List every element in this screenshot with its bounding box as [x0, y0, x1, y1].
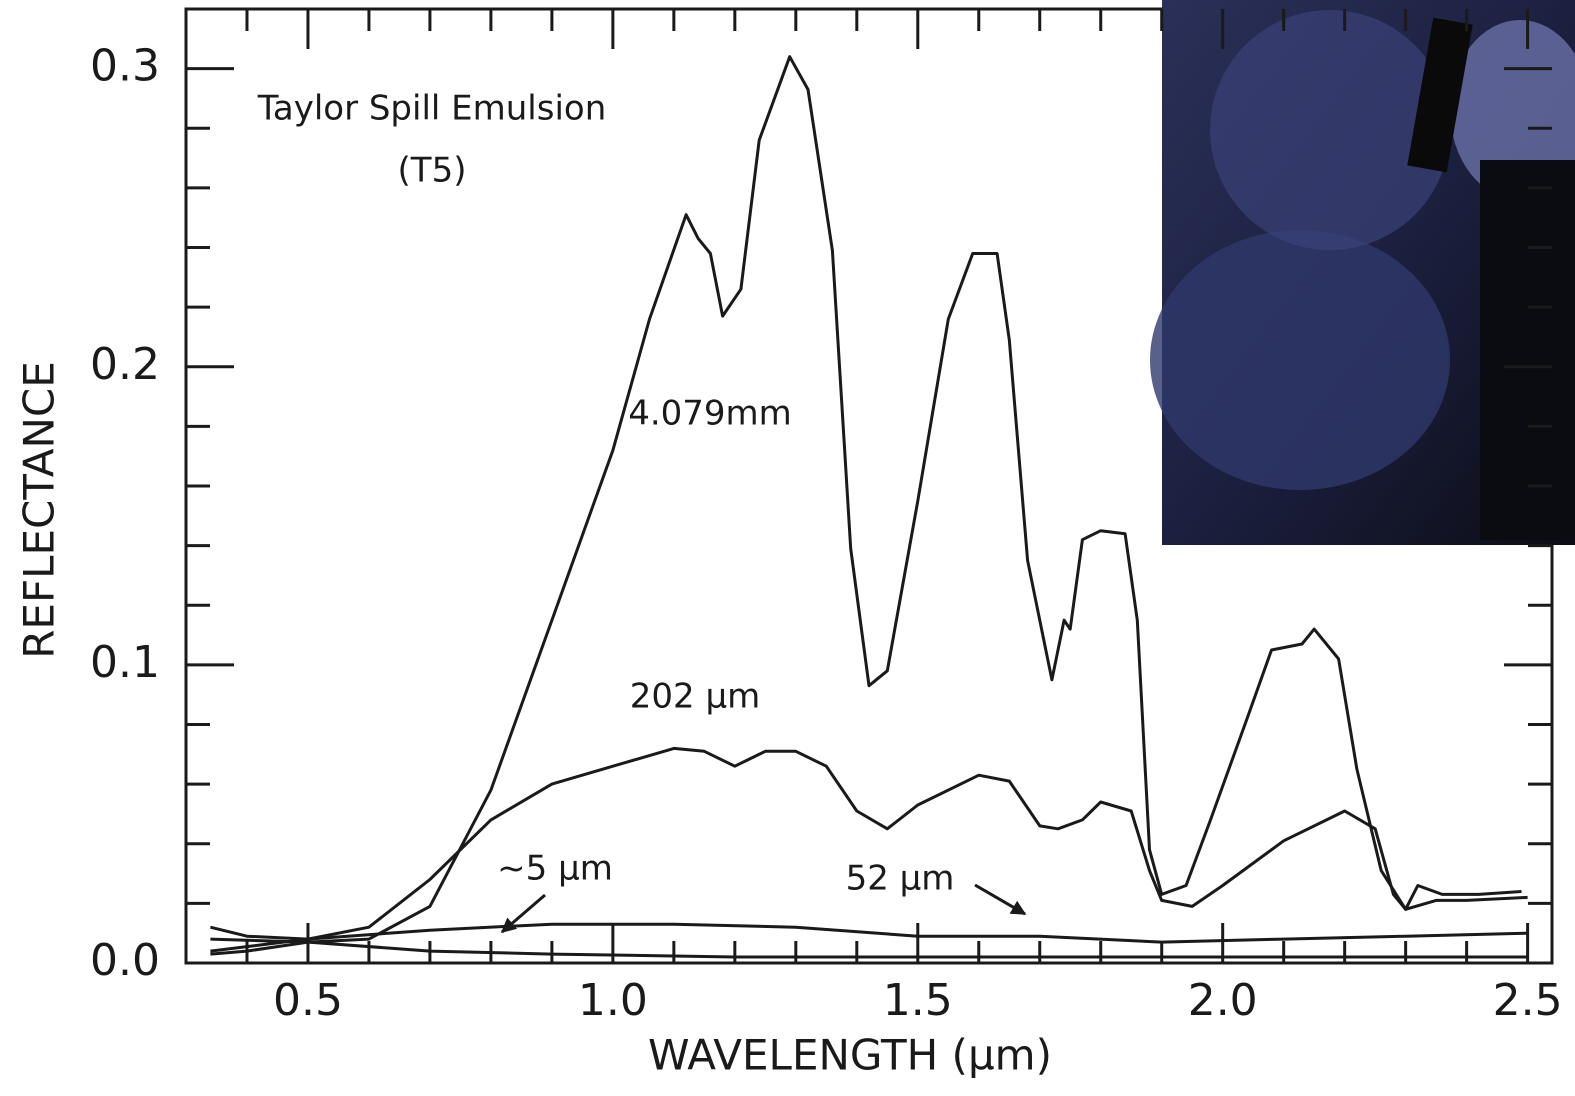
lines — [210, 55, 1528, 959]
y-axis-label: REFLECTANCE — [15, 361, 64, 659]
x-tick-label: 2.0 — [1188, 975, 1258, 1026]
arrow — [974, 883, 1027, 916]
x-tick-label: 2.5 — [1493, 975, 1563, 1026]
series-label: 4.079mm — [628, 394, 792, 434]
y-tick-label: 0.2 — [90, 339, 160, 390]
x-axis-label: WAVELENGTH (µm) — [648, 1031, 1052, 1080]
series-line — [210, 55, 1522, 956]
series-label: ~5 µm — [497, 849, 613, 889]
y-tick-label: 0.0 — [90, 935, 160, 986]
y-tick-label: 0.1 — [90, 637, 160, 688]
chart-title: Taylor Spill Emulsion — [257, 89, 607, 129]
chart-subtitle: (T5) — [398, 151, 467, 191]
photo — [1150, 0, 1575, 545]
x-tick-label: 1.5 — [883, 975, 953, 1026]
series-line — [210, 937, 1528, 959]
series-line — [210, 746, 1528, 941]
y-tick-label: 0.3 — [90, 41, 160, 92]
x-tick-label: 1.0 — [578, 975, 648, 1026]
x-tick-label: 0.5 — [273, 975, 343, 1026]
series-label: 52 µm — [846, 859, 955, 899]
series-line — [210, 922, 1528, 953]
series-label: 202 µm — [630, 677, 760, 717]
